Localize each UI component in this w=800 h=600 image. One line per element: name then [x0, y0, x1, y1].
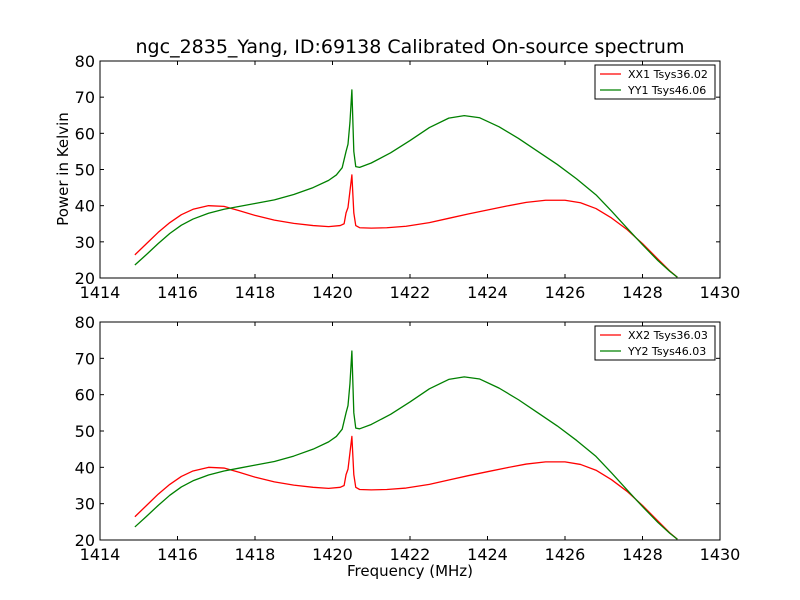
series-line-yy [134, 350, 678, 540]
legend-box [594, 64, 716, 100]
legend-label: YY2 Tsys46.03 [627, 345, 706, 358]
x-tick-label: 1414 [80, 545, 121, 564]
series-line-yy [134, 89, 678, 278]
y-tick-label: 20 [75, 269, 95, 288]
x-tick-label: 1420 [312, 545, 353, 564]
x-tick-label: 1430 [700, 283, 741, 302]
legend-box [594, 325, 716, 361]
x-tick-label: 1420 [312, 283, 353, 302]
legend-label: XX2 Tsys36.03 [628, 329, 708, 342]
y-tick-label: 40 [75, 197, 95, 216]
x-tick-label: 1418 [235, 283, 276, 302]
x-tick-label: 1428 [622, 545, 663, 564]
chart-title: ngc_2835_Yang, ID:69138 Calibrated On-so… [136, 36, 685, 58]
x-tick-label: 1430 [700, 545, 741, 564]
y-tick-label: 70 [75, 349, 95, 368]
x-axis-label: Frequency (MHz) [347, 562, 473, 580]
legend: XX2 Tsys36.03 YY2 Tsys46.03 [594, 325, 716, 361]
series-line-xx [134, 435, 678, 540]
y-tick-label: 20 [75, 531, 95, 550]
x-tick-label: 1424 [467, 283, 508, 302]
top-panel: 1414 1416 1418 1420 1422 1424 1426 1428 1430 20 30… [75, 52, 741, 302]
y-tick-label: 60 [75, 386, 95, 405]
x-tick-label: 1428 [622, 283, 663, 302]
x-tick-label: 1424 [467, 545, 508, 564]
y-axis-label: Power in Kelvin [54, 112, 72, 226]
x-tick-label: 1414 [80, 283, 121, 302]
x-tick-label: 1416 [157, 283, 198, 302]
bottom-panel: 1414 1416 1418 1420 1422 1424 1426 1428 1430 20 30… [75, 313, 741, 564]
y-tick-label: 50 [75, 161, 95, 180]
x-tick-label: 1422 [390, 545, 431, 564]
series-line-xx [134, 174, 678, 278]
x-tick-label: 1416 [157, 545, 198, 564]
legend-label: XX1 Tsys36.02 [628, 68, 708, 81]
y-tick-label: 40 [75, 458, 95, 477]
legend: XX1 Tsys36.02 YY1 Tsys46.06 [594, 64, 716, 100]
x-tick-label: 1422 [390, 283, 431, 302]
y-tick-label: 60 [75, 124, 95, 143]
y-tick-label: 30 [75, 495, 95, 514]
legend-label: YY1 Tsys46.06 [627, 84, 706, 97]
y-tick-label: 80 [75, 313, 95, 332]
y-tick-label: 80 [75, 52, 95, 71]
y-tick-label: 30 [75, 233, 95, 252]
y-tick-label: 70 [75, 88, 95, 107]
y-tick-label: 50 [75, 422, 95, 441]
x-tick-label: 1426 [545, 283, 586, 302]
x-tick-label: 1418 [235, 545, 276, 564]
x-tick-label: 1426 [545, 545, 586, 564]
